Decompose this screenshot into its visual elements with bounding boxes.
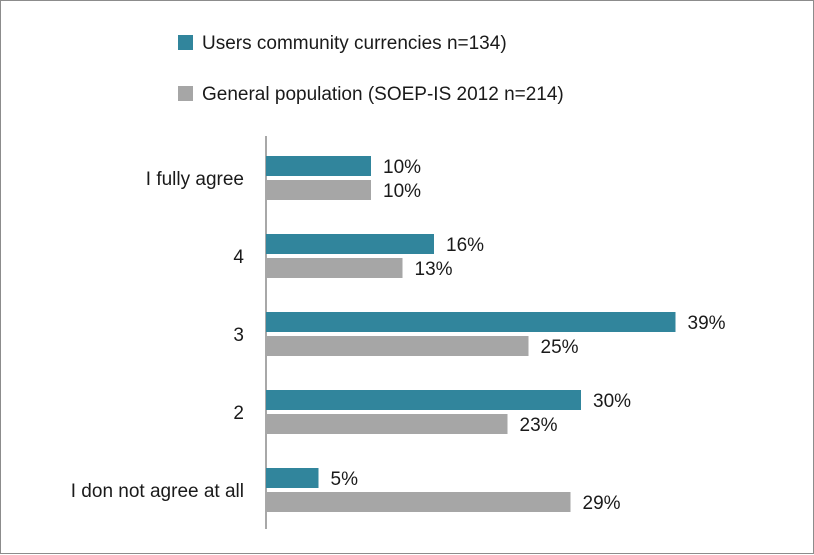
data-label-s2-c3: 25% — [541, 337, 579, 358]
legend-label-1: Users community currencies n=134) — [202, 33, 507, 54]
bar-s2-c2 — [266, 258, 403, 278]
category-label-5: I don not agree at all — [71, 481, 244, 502]
data-label-s2-c5: 29% — [583, 493, 621, 514]
bar-s1-c5 — [266, 468, 319, 488]
category-label-1: I fully agree — [146, 169, 244, 190]
legend-swatch-2 — [178, 86, 193, 101]
bar-s1-c2 — [266, 234, 434, 254]
bar-s1-c1 — [266, 156, 371, 176]
bars: 10% 10% 16% 13% 39% 25% 30% 23% 5% 29% — [266, 156, 726, 514]
bar-s2-c3 — [266, 336, 529, 356]
bar-s2-c4 — [266, 414, 508, 434]
data-label-s2-c2: 13% — [415, 259, 453, 280]
category-labels: I fully agree 4 3 2 I don not agree at all — [71, 169, 245, 502]
data-label-s2-c4: 23% — [520, 415, 558, 436]
category-label-2: 4 — [233, 247, 244, 268]
category-label-3: 3 — [233, 325, 244, 346]
bar-s2-c5 — [266, 492, 571, 512]
legend: Users community currencies n=134) General… — [178, 33, 564, 105]
data-label-s1-c3: 39% — [688, 313, 726, 334]
category-label-4: 2 — [233, 403, 244, 424]
bar-s2-c1 — [266, 180, 371, 200]
legend-label-2: General population (SOEP-IS 2012 n=214) — [202, 84, 564, 105]
data-label-s1-c2: 16% — [446, 235, 484, 256]
data-label-s2-c1: 10% — [383, 181, 421, 202]
data-label-s1-c1: 10% — [383, 157, 421, 178]
data-label-s1-c5: 5% — [331, 469, 359, 490]
data-label-s1-c4: 30% — [593, 391, 631, 412]
legend-swatch-1 — [178, 35, 193, 50]
bar-s1-c3 — [266, 312, 676, 332]
bar-s1-c4 — [266, 390, 581, 410]
